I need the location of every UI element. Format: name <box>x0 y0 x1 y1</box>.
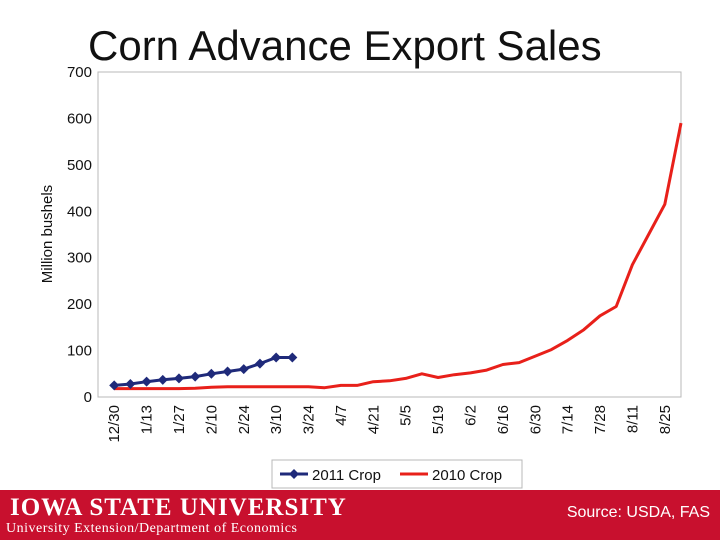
legend-marker-2011-crop <box>289 469 299 479</box>
data-point-2011-crop <box>125 379 136 389</box>
department-text: University Extension/Department of Econo… <box>6 521 298 536</box>
y-tick-label: 500 <box>67 157 92 174</box>
x-tick-label: 8/11 <box>624 405 641 433</box>
data-point-2011-crop <box>190 371 201 382</box>
x-tick-label: 2/10 <box>203 405 220 434</box>
y-tick-label: 200 <box>67 296 92 313</box>
x-tick-label: 6/30 <box>527 405 544 434</box>
legend-label-2010-crop: 2010 Crop <box>432 467 502 484</box>
y-tick-label: 0 <box>84 389 92 406</box>
line-chart: 0 100 200 300 400 500 600 700 12/30 1/13 1/27 2/10… <box>39 64 683 489</box>
x-tick-label: 4/7 <box>333 405 350 426</box>
data-point-2011-crop <box>206 368 217 379</box>
x-tick-label: 5/19 <box>430 405 447 434</box>
chart-title: Corn Advance Export Sales <box>88 22 602 69</box>
y-tick-label: 300 <box>67 250 92 267</box>
x-tick-label: 7/28 <box>592 405 609 434</box>
legend-box <box>271 459 523 489</box>
x-tick-label: 8/25 <box>657 405 674 434</box>
data-point-2011-crop <box>222 366 233 377</box>
x-tick-label: 1/27 <box>171 405 188 434</box>
x-tick-label: 12/30 <box>106 405 123 443</box>
x-tick-label: 5/5 <box>398 405 415 426</box>
source-text: Source: USDA, FAS <box>566 504 710 521</box>
series-line-2010-crop <box>114 122 683 391</box>
legend-label-2011-crop: 2011 Crop <box>312 467 381 484</box>
y-tick-label: 100 <box>67 343 92 360</box>
data-point-2011-crop <box>173 373 184 384</box>
x-tick-label: 3/10 <box>268 405 285 434</box>
x-tick-label: 1/13 <box>139 405 156 434</box>
data-point-2011-crop <box>254 358 265 369</box>
data-point-2011-crop <box>109 380 120 391</box>
data-point-2011-crop <box>271 352 282 363</box>
data-point-2011-crop <box>238 364 249 375</box>
y-axis-label: Million bushels <box>39 185 56 283</box>
x-tick-label: 7/14 <box>560 405 577 434</box>
data-point-2011-crop <box>141 376 152 387</box>
data-point-2011-crop <box>157 374 168 385</box>
x-tick-label: 6/2 <box>462 405 479 426</box>
x-tick-label: 3/24 <box>301 405 318 434</box>
y-tick-label: 600 <box>67 110 92 127</box>
y-tick-label: 700 <box>67 64 92 81</box>
x-tick-label: 2/24 <box>236 405 253 434</box>
footer-bar <box>0 490 720 540</box>
x-tick-label: 6/16 <box>495 405 512 434</box>
university-wordmark: IOWA STATE UNIVERSITY <box>10 494 347 521</box>
plot-area <box>97 71 682 398</box>
x-tick-label: 4/21 <box>365 405 382 434</box>
data-point-2011-crop <box>287 352 298 363</box>
y-tick-label: 400 <box>67 203 92 220</box>
